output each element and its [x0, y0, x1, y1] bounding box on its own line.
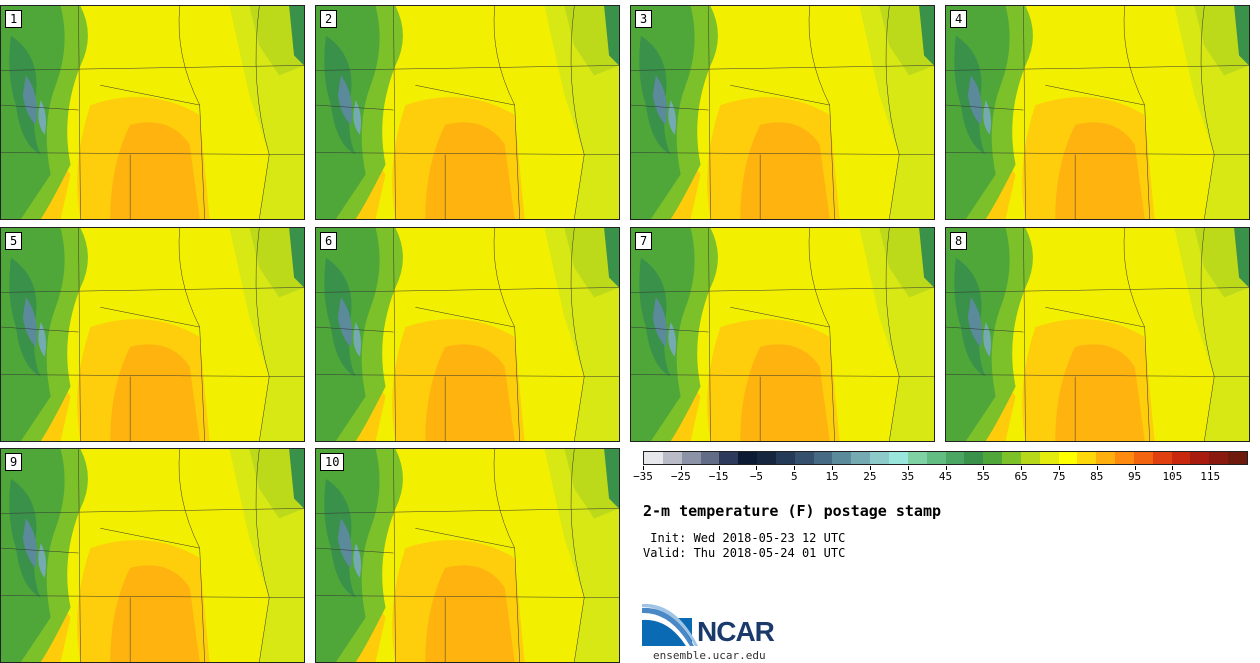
member-number-label: 7 — [635, 232, 653, 250]
colorbar-ticks: −35 −25 −15 −5 5 15 25 35 45 55 65 75 85 95 105 115 — [633, 466, 1248, 483]
colorbar-tick — [643, 466, 644, 470]
member-number-label: 2 — [320, 10, 338, 28]
colorbar-swatch — [757, 452, 776, 464]
colorbar-swatch — [1152, 452, 1172, 464]
member-number-label: 5 — [5, 232, 23, 250]
colorbar-swatch — [1190, 452, 1210, 464]
colorbar-swatch — [1096, 452, 1116, 464]
init-time: Init: Wed 2018-05-23 12 UTC — [643, 531, 846, 545]
valid-time: Valid: Thu 2018-05-24 01 UTC — [643, 546, 846, 560]
colorbar-tick-label: 55 — [976, 470, 990, 483]
member-number-label: 3 — [635, 10, 653, 28]
colorbar-tick — [794, 466, 796, 470]
postage-stamp-panel: 9 — [0, 448, 305, 663]
postage-stamp-panel: 8 — [945, 227, 1250, 442]
colorbar-tick — [680, 466, 682, 470]
colorbar-tick-label: 45 — [938, 470, 953, 483]
colorbar-tick — [756, 466, 758, 470]
member-number-label: 10 — [320, 453, 345, 471]
colorbar-tick-label: 95 — [1127, 470, 1142, 483]
postage-stamp-panel: 5 — [0, 227, 305, 442]
postage-stamp-panel: 7 — [630, 227, 935, 442]
member-number-label: 8 — [950, 232, 968, 250]
colorbar-tick — [1210, 466, 1212, 470]
colorbar-tick-label: 65 — [1014, 470, 1028, 483]
colorbar-swatch — [1002, 452, 1021, 464]
colorbar-tick-label: 115 — [1200, 470, 1221, 483]
member-number-label: 1 — [5, 10, 23, 28]
colorbar-swatch — [700, 452, 720, 464]
postage-stamp-panel: 4 — [945, 5, 1250, 220]
colorbar-swatch — [1209, 452, 1229, 464]
site-url: ensemble.ucar.edu — [653, 649, 766, 662]
colorbar-swatch — [1133, 452, 1153, 464]
colorbar-tick-label: 35 — [901, 470, 915, 483]
postage-stamp-panel: 10 — [315, 448, 620, 663]
colorbar-tick — [983, 466, 985, 470]
colorbar-tick — [945, 466, 947, 470]
member-number-label: 4 — [950, 10, 968, 28]
postage-stamp-panel: 2 — [315, 5, 620, 220]
colorbar-swatch — [662, 452, 682, 464]
colorbar-tick — [907, 466, 909, 470]
member-number-label: 9 — [5, 453, 23, 471]
colorbar-swatch — [775, 452, 795, 464]
colorbar-swatch — [1171, 452, 1191, 464]
postage-stamp-panel: 6 — [315, 227, 620, 442]
figure-title: 2-m temperature (F) postage stamp — [643, 502, 942, 520]
colorbar-tick-label: 15 — [825, 470, 839, 483]
colorbar-swatch — [681, 452, 701, 464]
colorbar-tick — [1021, 466, 1023, 470]
colorbar-swatch — [964, 452, 984, 464]
colorbar-swatch — [1115, 452, 1134, 464]
colorbar-tick-label: −35 — [633, 470, 653, 483]
colorbar-tick-label: −25 — [670, 470, 691, 483]
temperature-colorbar — [643, 451, 1248, 465]
colorbar-tick — [1096, 466, 1098, 470]
colorbar-tick — [1172, 466, 1174, 470]
colorbar-tick — [1134, 466, 1136, 470]
colorbar-swatch — [945, 452, 965, 464]
ncar-logo-icon — [642, 604, 698, 646]
colorbar-tick — [1058, 466, 1060, 470]
colorbar-swatch — [832, 452, 852, 464]
colorbar-swatch — [813, 452, 833, 464]
logo-text: NCAR — [697, 616, 775, 647]
colorbar-swatch — [851, 452, 871, 464]
colorbar-swatch — [719, 452, 739, 464]
colorbar-tick-label: 75 — [1052, 470, 1066, 483]
postage-stamp-panel: 3 — [630, 5, 935, 220]
colorbar-swatch — [983, 452, 1003, 464]
colorbar-swatch — [1077, 452, 1097, 464]
colorbar-swatch — [926, 452, 946, 464]
colorbar-swatch — [870, 452, 889, 464]
colorbar-swatch — [738, 452, 758, 464]
colorbar-tick-label: −15 — [708, 470, 729, 483]
postage-stamp-panel: 1 — [0, 5, 305, 220]
colorbar-tick-label: −5 — [749, 470, 764, 483]
colorbar-swatch — [1228, 452, 1247, 464]
member-number-label: 6 — [320, 232, 338, 250]
colorbar-swatch — [888, 452, 908, 464]
colorbar-swatch — [644, 452, 663, 464]
colorbar-tick-label: 105 — [1162, 470, 1183, 483]
colorbar-tick-label: 25 — [863, 470, 877, 483]
colorbar-tick-label: 5 — [790, 470, 798, 483]
colorbar-swatch — [907, 452, 927, 464]
colorbar-swatch — [1020, 452, 1040, 464]
colorbar-tick-label: 85 — [1090, 470, 1104, 483]
colorbar-tick — [718, 466, 720, 470]
colorbar-tick — [832, 466, 834, 470]
colorbar-tick — [869, 466, 871, 470]
colorbar-swatch — [794, 452, 814, 464]
colorbar-swatch — [1039, 452, 1059, 464]
colorbar-swatch — [1058, 452, 1078, 464]
